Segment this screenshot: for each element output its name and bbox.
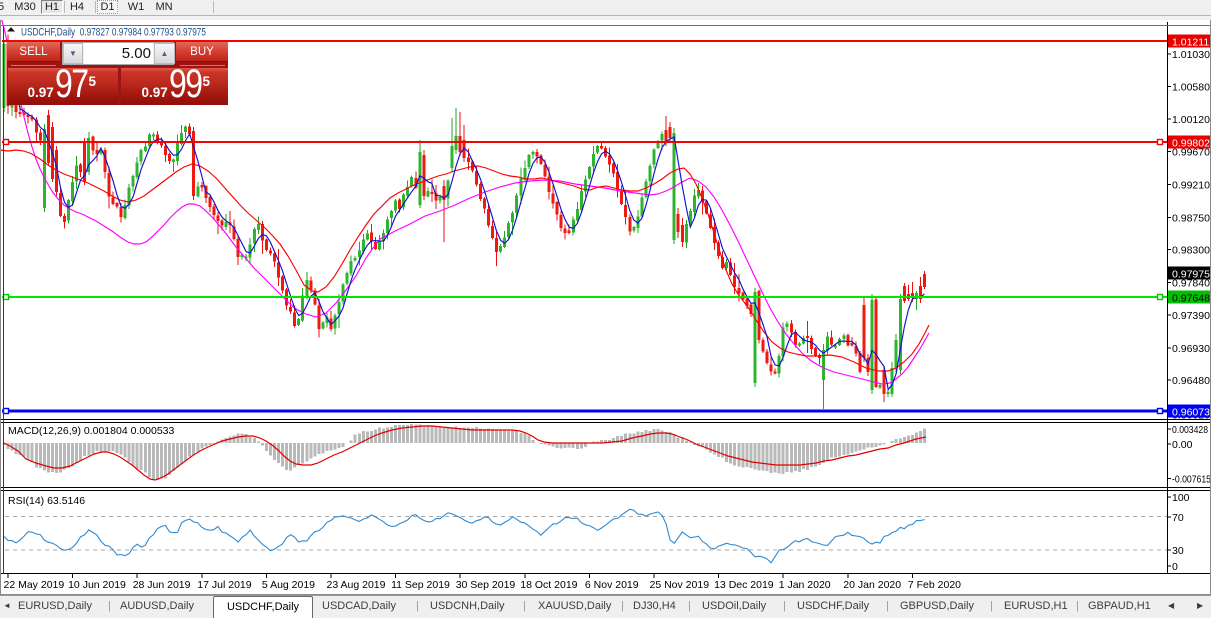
svg-text:-0.007615: -0.007615 — [1172, 474, 1211, 486]
svg-text:18 Oct 2019: 18 Oct 2019 — [520, 579, 577, 591]
svg-text:17 Jul 2019: 17 Jul 2019 — [197, 579, 251, 591]
svg-text:0.003428: 0.003428 — [1172, 424, 1208, 436]
svg-text:0.99802: 0.99802 — [1172, 138, 1210, 150]
svg-text:10 Jun 2019: 10 Jun 2019 — [68, 579, 126, 591]
svg-text:0.96480: 0.96480 — [1172, 375, 1210, 387]
svg-text:1.00120: 1.00120 — [1172, 114, 1210, 126]
svg-text:11 Sep 2019: 11 Sep 2019 — [391, 579, 450, 591]
svg-text:28 Jun 2019: 28 Jun 2019 — [133, 579, 191, 591]
svg-text:6 Nov 2019: 6 Nov 2019 — [585, 579, 639, 591]
svg-text:MACD(12,26,9) 0.001804 0.00053: MACD(12,26,9) 0.001804 0.000533 — [8, 425, 175, 437]
svg-text:1.00580: 1.00580 — [1172, 81, 1210, 93]
svg-text:0.98300: 0.98300 — [1172, 245, 1210, 257]
svg-text:0.98750: 0.98750 — [1172, 212, 1210, 224]
svg-text:100: 100 — [1172, 492, 1190, 504]
svg-text:0.96930: 0.96930 — [1172, 343, 1210, 355]
svg-text:30 Sep 2019: 30 Sep 2019 — [456, 579, 516, 591]
svg-text:1.01211: 1.01211 — [1172, 37, 1209, 49]
svg-text:0.97390: 0.97390 — [1172, 310, 1210, 322]
svg-text:23 Aug 2019: 23 Aug 2019 — [327, 579, 386, 591]
svg-text:0.99210: 0.99210 — [1172, 179, 1210, 191]
svg-text:0.00: 0.00 — [1172, 439, 1193, 451]
svg-text:5 Aug 2019: 5 Aug 2019 — [262, 579, 315, 591]
svg-text:70: 70 — [1172, 512, 1184, 524]
svg-text:USDCHF,Daily 0.97827 0.97984: USDCHF,Daily 0.97827 0.97984 0.97793 0.9… — [21, 27, 206, 39]
svg-text:0.97840: 0.97840 — [1172, 278, 1210, 290]
svg-text:0: 0 — [1172, 561, 1178, 573]
svg-text:7 Feb 2020: 7 Feb 2020 — [908, 579, 961, 591]
svg-text:13 Dec 2019: 13 Dec 2019 — [714, 579, 774, 591]
svg-text:30: 30 — [1172, 545, 1184, 557]
svg-text:0.97975: 0.97975 — [1172, 269, 1210, 281]
svg-text:22 May 2019: 22 May 2019 — [4, 579, 65, 591]
svg-text:0.96073: 0.96073 — [1172, 407, 1210, 419]
svg-text:1.01030: 1.01030 — [1172, 49, 1210, 61]
svg-text:20 Jan 2020: 20 Jan 2020 — [843, 579, 901, 591]
svg-text:1 Jan 2020: 1 Jan 2020 — [779, 579, 831, 591]
svg-text:0.97648: 0.97648 — [1172, 293, 1210, 305]
svg-text:0.99670: 0.99670 — [1172, 147, 1210, 159]
svg-text:25 Nov 2019: 25 Nov 2019 — [650, 579, 710, 591]
svg-text:RSI(14) 63.5146: RSI(14) 63.5146 — [8, 495, 85, 507]
